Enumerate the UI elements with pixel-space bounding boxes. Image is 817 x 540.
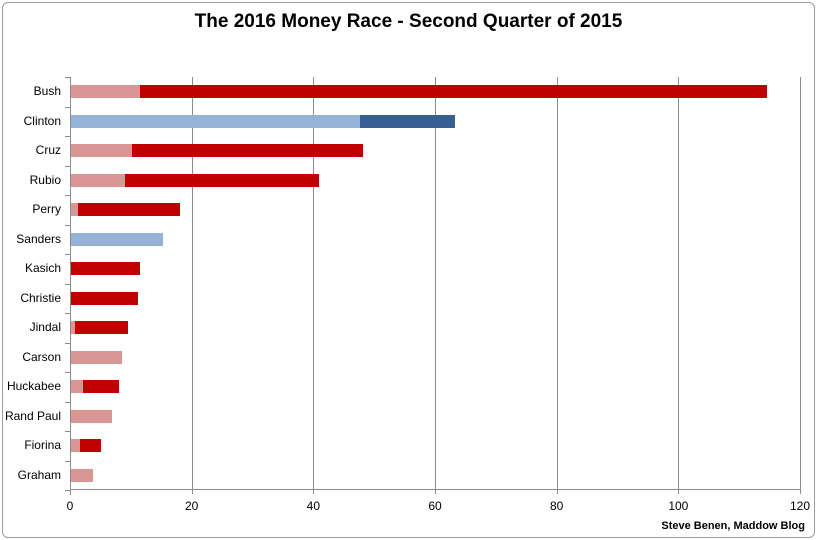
y-axis-tick	[65, 313, 70, 314]
gridline-120	[800, 77, 801, 489]
bar-segment-light-huckabee	[71, 380, 84, 394]
bar-segment-light-bush	[71, 85, 141, 99]
category-label-sanders: Sanders	[16, 231, 61, 246]
bar-segment-light-perry	[71, 203, 78, 217]
x-axis-tick-100	[678, 489, 680, 494]
y-axis-tick	[65, 402, 70, 403]
category-label-jindal: Jindal	[29, 320, 61, 334]
bar-segment-dark-clinton	[359, 114, 455, 128]
y-axis-tick	[65, 107, 70, 108]
category-label-huckabee: Huckabee	[6, 379, 61, 393]
x-tick-label: 120	[789, 499, 811, 513]
bar-segment-light-clinton	[71, 114, 360, 128]
bar-segment-light-carson	[71, 350, 123, 364]
category-label-kasich: Kasich	[24, 261, 61, 275]
bar-segment-light-cruz	[71, 144, 132, 158]
x-tick-label: 80	[549, 499, 564, 513]
bar-segment-dark-huckabee	[83, 380, 120, 394]
bar-segment-light-sanders	[71, 232, 164, 246]
x-axis-tick-20	[191, 489, 193, 494]
x-tick-label: 100	[668, 499, 689, 513]
gridline-60	[435, 77, 436, 489]
gridline-80	[556, 77, 558, 489]
y-axis-tick	[65, 136, 70, 137]
category-label-fiorina: Fiorina	[24, 438, 61, 452]
x-tick-label: 0	[66, 499, 74, 513]
y-axis-tick	[65, 461, 70, 462]
chart-title: The 2016 Money Race - Second Quarter of …	[194, 11, 623, 32]
gridline-100	[678, 77, 680, 489]
x-axis-tick-60	[435, 489, 436, 494]
category-label-rubio: Rubio	[29, 172, 61, 187]
category-label-perry: Perry	[32, 202, 61, 216]
y-axis-tick	[65, 166, 70, 167]
bar-segment-dark-fiorina	[79, 439, 102, 453]
x-tick-label: 60	[428, 499, 442, 513]
bar-segment-dark-kasich	[71, 262, 141, 276]
x-axis-line	[70, 489, 801, 490]
bar-segment-dark-christie	[71, 291, 138, 305]
x-tick-label: 20	[184, 499, 199, 513]
y-axis-tick	[65, 284, 70, 285]
bar-segment-dark-bush	[140, 85, 767, 99]
y-axis-tick	[65, 254, 70, 255]
x-axis-tick-80	[556, 489, 558, 494]
bar-segment-dark-cruz	[131, 144, 363, 158]
x-tick-label: 40	[306, 499, 320, 513]
category-label-cruz: Cruz	[35, 143, 61, 157]
category-label-rand-paul: Rand Paul	[4, 408, 61, 423]
y-axis-tick	[65, 225, 70, 226]
y-axis-tick	[65, 490, 70, 491]
y-axis-tick	[65, 77, 70, 78]
category-label-bush: Bush	[33, 84, 61, 98]
category-label-carson: Carson	[22, 349, 61, 364]
bar-segment-light-rubio	[71, 173, 126, 187]
category-label-christie: Christie	[20, 290, 61, 305]
bar-segment-dark-perry	[77, 203, 180, 217]
x-axis-tick-40	[313, 489, 315, 494]
gridline-40	[313, 77, 315, 489]
y-axis-tick	[65, 372, 70, 373]
bar-segment-dark-rubio	[125, 173, 319, 187]
x-axis-tick-120	[800, 489, 801, 494]
bar-segment-light-graham	[71, 468, 93, 482]
category-label-clinton: Clinton	[23, 113, 61, 128]
y-axis-tick	[65, 195, 70, 196]
bar-segment-dark-jindal	[74, 321, 128, 335]
bar-segment-light-rand-paul	[71, 409, 113, 423]
bar-segment-light-fiorina	[71, 439, 80, 453]
attribution-text: Steve Benen, Maddow Blog	[661, 520, 805, 532]
y-axis-tick	[65, 343, 70, 344]
bar-segment-light-jindal	[71, 321, 75, 335]
gridline-20	[191, 77, 193, 489]
y-axis-tick	[65, 431, 70, 432]
y-axis-line	[70, 77, 71, 495]
category-label-graham: Graham	[17, 467, 61, 482]
